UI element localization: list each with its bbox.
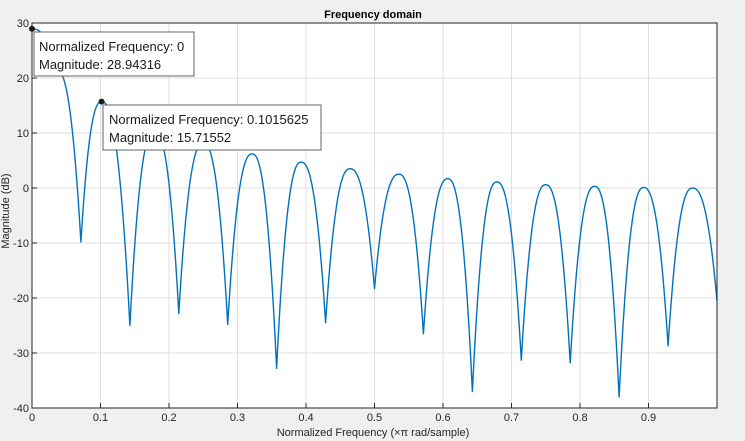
x-tick-label: 0.7 <box>504 412 519 424</box>
y-tick-label: 0 <box>23 183 29 195</box>
x-tick-label: 0.8 <box>572 412 587 424</box>
datatip-2[interactable]: Normalized Frequency: 0.1015625 Magnitud… <box>102 104 322 151</box>
datatip-frequency: Normalized Frequency: 0 <box>39 39 184 54</box>
chart-title: Frequency domain <box>324 9 422 21</box>
x-tick-label: 0.1 <box>93 412 108 424</box>
y-tick-label: 20 <box>17 73 29 85</box>
datatip-1[interactable]: Normalized Frequency: 0 Magnitude: 28.94… <box>33 31 195 77</box>
datatip-marker <box>29 25 35 32</box>
x-tick-label: 0.6 <box>435 412 450 424</box>
y-tick-label: -20 <box>13 293 29 305</box>
y-tick-label: 10 <box>17 128 29 140</box>
x-tick-label: 0.4 <box>298 412 313 424</box>
datatip-box <box>102 104 322 151</box>
datatip-magnitude: Magnitude: 28.94316 <box>39 57 161 72</box>
x-axis-label: Normalized Frequency (×π rad/sample) <box>277 427 470 439</box>
x-tick-label: 0 <box>29 412 35 424</box>
x-tick-labels: 0 0.1 0.2 0.3 0.4 0.5 0.6 0.7 0.8 0.9 <box>29 412 656 424</box>
x-tick-label: 0.2 <box>161 412 176 424</box>
datatip-magnitude: Magnitude: 15.71552 <box>109 130 231 145</box>
y-tick-labels: 30 20 10 0 -10 -20 -30 -40 <box>13 18 29 415</box>
x-tick-label: 0.9 <box>641 412 656 424</box>
x-tick-label: 0.5 <box>367 412 382 424</box>
y-axis-label: Magnitude (dB) <box>0 173 12 248</box>
axes-frame <box>31 22 718 409</box>
datatip-marker <box>98 98 105 105</box>
datatip-box <box>33 31 195 77</box>
y-tick-label: 30 <box>17 18 29 30</box>
y-tick-label: -10 <box>13 238 29 250</box>
datatip-markers <box>29 25 105 105</box>
x-tick-label: 0.3 <box>230 412 245 424</box>
y-tick-label: -40 <box>13 403 29 415</box>
datatip-frequency: Normalized Frequency: 0.1015625 <box>109 112 308 127</box>
y-tick-label: -30 <box>13 348 29 360</box>
